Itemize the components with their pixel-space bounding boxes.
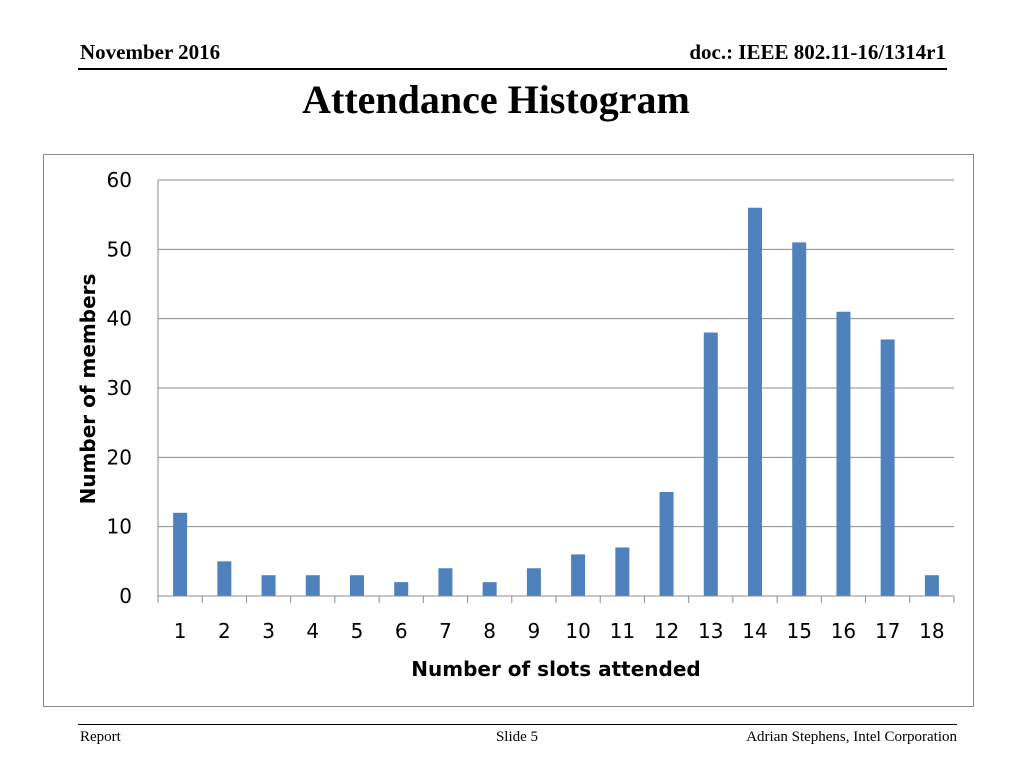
bar-13 [703, 332, 718, 596]
bar-15 [792, 242, 807, 596]
x-tick-label: 2 [218, 619, 231, 643]
y-tick-label: 40 [107, 307, 132, 331]
bars [173, 207, 939, 596]
x-tick-label: 16 [831, 619, 856, 643]
bar-3 [261, 575, 276, 596]
x-tick-label: 6 [395, 619, 408, 643]
bar-17 [880, 339, 895, 596]
y-tick-labels: 0 10 20 30 40 50 60 [107, 168, 132, 608]
bar-8 [482, 582, 497, 596]
x-tick-labels: 1 2 3 4 5 6 7 8 9 10 11 12 13 14 15 16 17 18 [174, 619, 945, 643]
bar-12 [659, 492, 674, 596]
x-tick-label: 8 [483, 619, 496, 643]
bar-14 [748, 207, 762, 596]
y-tick-label: 10 [107, 515, 132, 539]
bar-11 [615, 547, 630, 596]
y-tick-label: 0 [119, 584, 132, 608]
bar-5 [350, 575, 364, 596]
bar-1 [173, 512, 188, 596]
bar-4 [305, 575, 320, 596]
header-date: November 2016 [80, 40, 221, 64]
footer-slide-number: Slide 5 [495, 729, 539, 745]
slide-title: Attendance Histogram [302, 77, 690, 122]
x-tick-label: 14 [742, 619, 767, 643]
x-tick-label: 10 [565, 619, 590, 643]
footer-author: Adrian Stephens, Intel Corporation [746, 729, 957, 745]
y-tick-label: 30 [107, 376, 132, 400]
x-tick-label: 7 [439, 619, 452, 643]
y-tick-label: 50 [107, 237, 132, 261]
footer-rule [78, 724, 957, 725]
bar-18 [924, 575, 939, 596]
chart-frame [43, 154, 974, 707]
axes [157, 180, 955, 603]
x-tick-label: 13 [698, 619, 723, 643]
bar-9 [526, 568, 541, 596]
bar-10 [571, 554, 586, 596]
x-tick-label: 15 [786, 619, 811, 643]
x-axis-label: Number of slots attended [411, 657, 700, 681]
footer-report: Report [80, 729, 121, 745]
x-tick-label: 1 [174, 619, 187, 643]
bar-16 [836, 311, 851, 596]
header-doc-id: doc.: IEEE 802.11-16/1314r1 [689, 40, 946, 64]
gridlines [158, 179, 954, 528]
x-tick-label: 4 [306, 619, 319, 643]
x-tick-label: 3 [262, 619, 275, 643]
x-tick-label: 5 [351, 619, 364, 643]
x-tick-label: 9 [528, 619, 541, 643]
x-tick-label: 17 [875, 619, 900, 643]
y-tick-label: 60 [107, 168, 132, 192]
x-tick-label: 12 [654, 619, 679, 643]
x-tick-label: 11 [610, 619, 635, 643]
header-rule [78, 68, 947, 70]
y-axis-label: Number of members [76, 274, 100, 505]
y-tick-label: 20 [107, 445, 132, 469]
x-tick-label: 18 [919, 619, 944, 643]
bar-2 [217, 561, 232, 596]
bar-6 [394, 582, 409, 596]
bar-7 [438, 568, 453, 596]
